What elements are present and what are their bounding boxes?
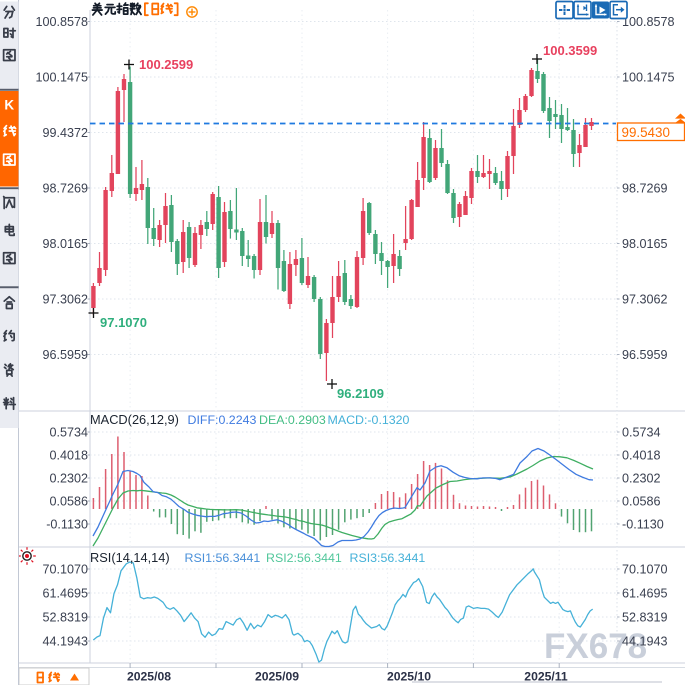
svg-text:100.2599: 100.2599 — [139, 57, 193, 72]
svg-text:44.1943: 44.1943 — [622, 635, 668, 649]
svg-text:RSI2:56.3441: RSI2:56.3441 — [266, 551, 342, 565]
svg-text:MACD(26,12,9): MACD(26,12,9) — [90, 412, 179, 427]
svg-text:98.0165: 98.0165 — [42, 237, 88, 251]
svg-text:97.1070: 97.1070 — [100, 315, 147, 330]
svg-text:98.7269: 98.7269 — [42, 182, 88, 196]
svg-text:2025/11: 2025/11 — [524, 670, 568, 684]
svg-text:DEA:0.2903: DEA:0.2903 — [259, 413, 326, 427]
svg-text:100.8578: 100.8578 — [35, 15, 88, 29]
svg-text:0.5734: 0.5734 — [49, 426, 88, 440]
svg-text:100.8578: 100.8578 — [622, 15, 675, 29]
svg-text:70.1070: 70.1070 — [42, 563, 88, 577]
svg-text:96.2109: 96.2109 — [337, 386, 384, 401]
svg-text:52.8319: 52.8319 — [42, 611, 88, 625]
svg-text:100.3599: 100.3599 — [543, 43, 597, 58]
svg-text:MACD:-0.1320: MACD:-0.1320 — [328, 413, 410, 427]
svg-text:RSI(14,14,14): RSI(14,14,14) — [90, 550, 170, 565]
svg-text:100.1475: 100.1475 — [35, 71, 88, 85]
svg-text:98.0165: 98.0165 — [622, 237, 668, 251]
svg-text:0.4018: 0.4018 — [49, 449, 88, 463]
svg-text:96.5959: 96.5959 — [622, 348, 668, 362]
svg-text:K: K — [4, 98, 14, 113]
svg-text:FX678: FX678 — [544, 627, 647, 666]
svg-text:52.8319: 52.8319 — [622, 611, 668, 625]
svg-text:97.3062: 97.3062 — [622, 293, 668, 307]
svg-text:0.2302: 0.2302 — [49, 472, 88, 486]
svg-text:-0.1130: -0.1130 — [46, 518, 88, 532]
svg-text:0.2302: 0.2302 — [622, 472, 661, 486]
svg-text:100.1475: 100.1475 — [622, 71, 675, 85]
svg-text:0.5734: 0.5734 — [622, 426, 661, 440]
svg-text:44.1943: 44.1943 — [42, 635, 88, 649]
svg-text:98.7269: 98.7269 — [622, 182, 668, 196]
svg-text:0.4018: 0.4018 — [622, 449, 661, 463]
svg-text:99.5430: 99.5430 — [622, 125, 670, 140]
svg-text:2025/09: 2025/09 — [255, 670, 299, 684]
svg-text:2025/10: 2025/10 — [387, 670, 431, 684]
svg-text:0.0586: 0.0586 — [49, 495, 88, 509]
svg-text:-0.1130: -0.1130 — [622, 518, 664, 532]
svg-text:97.3062: 97.3062 — [42, 293, 88, 307]
svg-text:RSI3:56.3441: RSI3:56.3441 — [350, 551, 426, 565]
svg-text:70.1070: 70.1070 — [622, 563, 668, 577]
svg-text:RSI1:56.3441: RSI1:56.3441 — [185, 551, 261, 565]
svg-text:61.4695: 61.4695 — [42, 587, 88, 601]
svg-text:96.5959: 96.5959 — [42, 348, 88, 362]
svg-text:0.0586: 0.0586 — [622, 495, 661, 509]
svg-text:2025/08: 2025/08 — [127, 670, 171, 684]
svg-text:61.4695: 61.4695 — [622, 587, 668, 601]
svg-text:DIFF:0.2243: DIFF:0.2243 — [188, 413, 257, 427]
svg-text:99.4372: 99.4372 — [42, 126, 88, 140]
